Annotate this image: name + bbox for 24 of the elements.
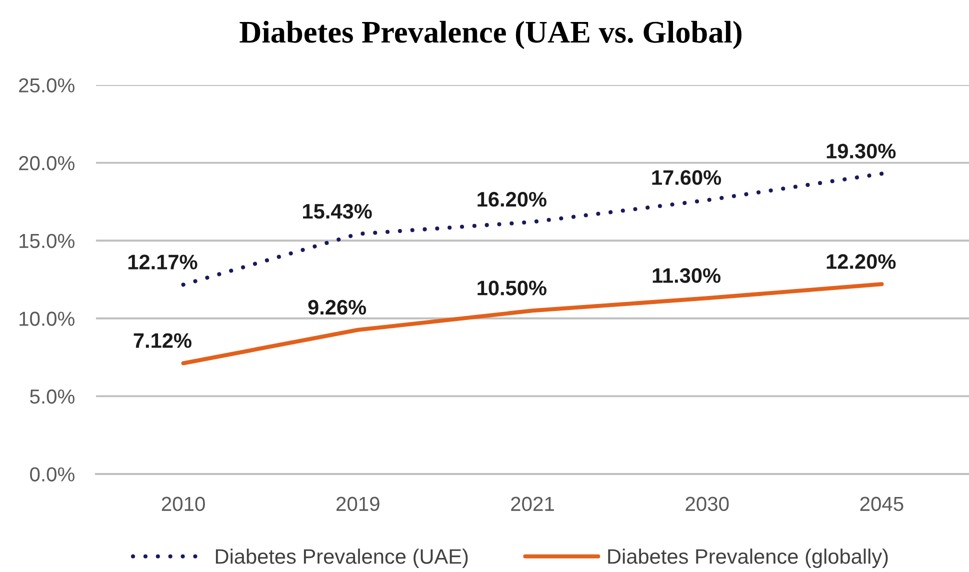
data-label: 11.30%: [652, 268, 720, 283]
y-tick-label: 25.0%: [19, 78, 74, 92]
data-label: 7.12%: [134, 333, 192, 348]
x-tick-label: 2010: [162, 496, 205, 512]
data-label: 12.17%: [128, 254, 198, 270]
y-tick-label: 5.0%: [30, 389, 74, 404]
x-tick-label: 2030: [686, 496, 729, 512]
y-tick-label: 10.0%: [20, 312, 74, 326]
legend-label: Diabetes Prevalence (UAE): [216, 548, 468, 568]
data-label: 10.50%: [478, 280, 546, 296]
x-tick-label: 2019: [336, 496, 380, 512]
data-label: 12.20%: [826, 254, 896, 269]
data-label: 17.60%: [652, 170, 722, 185]
x-tick-label: 2045: [860, 496, 904, 512]
y-tick-label: 20.0%: [19, 156, 74, 170]
chart-title: Diabetes Prevalence (UAE vs. Global): [240, 20, 742, 50]
legend-label: Diabetes Prevalence (globally): [608, 548, 888, 568]
data-label: 15.43%: [303, 204, 372, 219]
data-label: 16.20%: [478, 192, 546, 207]
data-label: 19.30%: [826, 144, 896, 158]
x-tick-label: 2021: [511, 496, 554, 512]
y-tick-label: 15.0%: [20, 234, 74, 248]
y-tick-label: 0.0%: [30, 467, 74, 482]
data-label: 9.26%: [308, 300, 366, 315]
